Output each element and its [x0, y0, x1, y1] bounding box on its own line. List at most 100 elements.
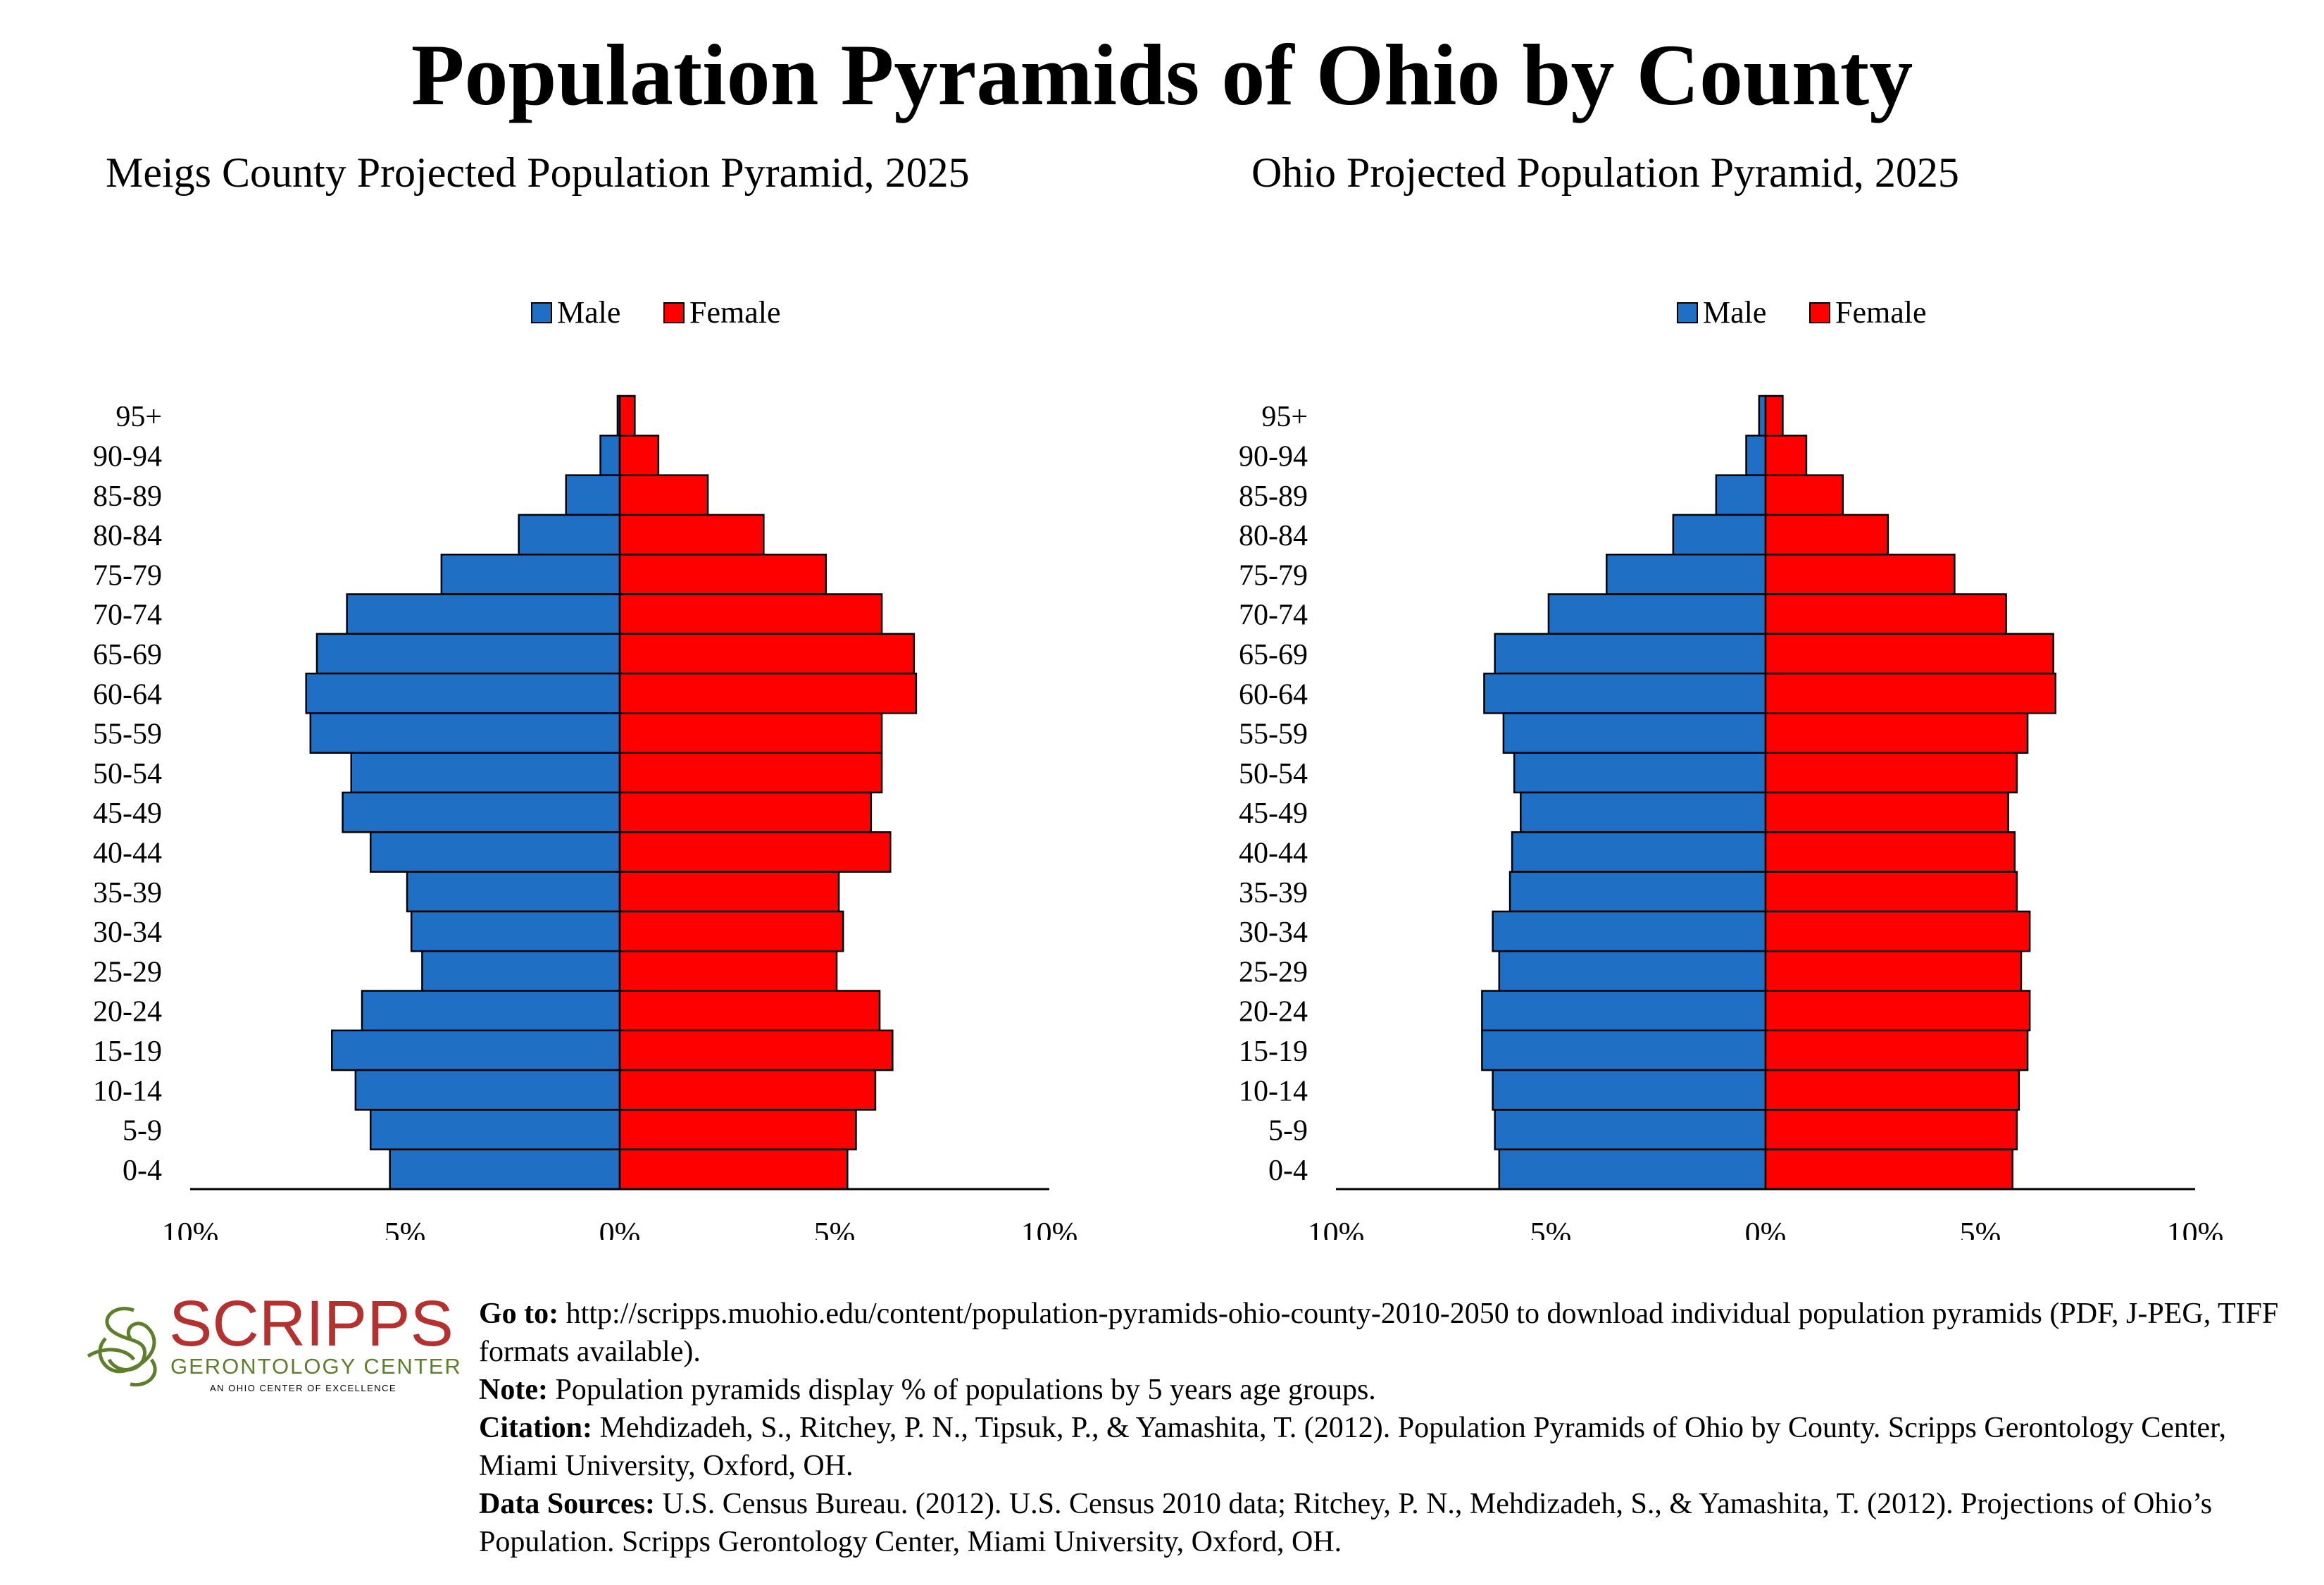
- goto-label: Go to:: [479, 1298, 559, 1330]
- meigs-category-label: 70-74: [93, 599, 162, 632]
- goto-link-text[interactable]: http://scripps.muohio.edu/content/popula…: [479, 1298, 2279, 1368]
- notes-block: Go to: http://scripps.muohio.edu/content…: [479, 1295, 2310, 1561]
- scripps-swirl-icon: [87, 1307, 157, 1387]
- ohio-bar-female-45-49: [1764, 791, 2009, 833]
- meigs-category-label: 5-9: [123, 1115, 162, 1148]
- ohio-category-label: 5-9: [1268, 1115, 1308, 1148]
- meigs-bar-female-15-19: [618, 1029, 894, 1071]
- meigs-legend-label-female: Female: [689, 295, 781, 330]
- meigs-bar-male-70-74: [346, 593, 621, 635]
- logo-subtitle: GERONTOLOGY CENTER: [170, 1354, 462, 1379]
- ohio-category-label: 15-19: [1239, 1036, 1308, 1068]
- scripps-logo: SCRIPPS GERONTOLOGY CENTER AN OHIO CENTE…: [87, 1289, 462, 1393]
- logo-name: SCRIPPS: [169, 1289, 454, 1360]
- meigs-bar-male-65-69: [316, 633, 621, 675]
- meigs-bar-female-35-39: [618, 871, 840, 913]
- ohio-category-label: 90-94: [1239, 440, 1308, 473]
- ohio-bar-male-70-74: [1547, 593, 1767, 635]
- ohio-bar-female-15-19: [1764, 1029, 2029, 1071]
- ohio-bar-male-85-89: [1715, 474, 1767, 516]
- meigs-bar-male-15-19: [331, 1029, 621, 1071]
- ohio-bar-male-10-14: [1492, 1069, 1767, 1111]
- ohio-bar-female-50-54: [1764, 752, 2018, 794]
- ohio-bar-female-85-89: [1764, 474, 1844, 516]
- ohio-bar-female-95+: [1764, 394, 1784, 437]
- meigs-category-label: 10-14: [93, 1075, 162, 1107]
- ohio-category-label: 65-69: [1239, 639, 1308, 671]
- meigs-bar-male-85-89: [565, 474, 621, 516]
- meigs-category-label: 95+: [115, 401, 162, 433]
- citation-label: Citation:: [479, 1412, 592, 1444]
- ohio-legend-label-female: Female: [1835, 295, 1927, 330]
- ohio-bar-female-90-94: [1764, 435, 1808, 476]
- ohio-bar-female-75-79: [1764, 553, 1956, 595]
- ohio-bar-male-35-39: [1508, 871, 1767, 913]
- ohio-bar-male-50-54: [1513, 752, 1767, 794]
- ohio-bar-male-40-44: [1511, 831, 1767, 873]
- meigs-category-label: 80-84: [93, 520, 162, 552]
- meigs-x-tick-label: 0%: [599, 1216, 641, 1240]
- ohio-category-label: 95+: [1261, 401, 1308, 433]
- ohio-bar-female-25-29: [1764, 950, 2023, 992]
- ohio-legend-label-male: Male: [1703, 295, 1766, 330]
- ohio-bar-male-60-64: [1483, 672, 1767, 714]
- meigs-bar-female-45-49: [618, 791, 873, 833]
- ohio-bar-female-55-59: [1764, 712, 2029, 754]
- meigs-bar-female-95+: [618, 394, 636, 437]
- ohio-bar-female-70-74: [1764, 593, 2007, 635]
- ohio-category-label: 35-39: [1239, 877, 1308, 909]
- meigs-bar-female-10-14: [618, 1069, 877, 1111]
- ohio-category-label: 40-44: [1239, 837, 1308, 869]
- ohio-category-label: 25-29: [1239, 956, 1308, 988]
- meigs-bar-female-75-79: [618, 553, 827, 595]
- ohio-bar-female-20-24: [1764, 990, 2031, 1032]
- ohio-x-tick-label: 5%: [1960, 1216, 2001, 1240]
- logo-tagline: AN OHIO CENTER OF EXCELLENCE: [210, 1383, 396, 1393]
- meigs-bar-male-45-49: [342, 791, 621, 833]
- ohio-bar-female-60-64: [1764, 672, 2056, 714]
- ohio-category-label: 50-54: [1239, 758, 1308, 790]
- ohio-bar-male-95+: [1758, 394, 1767, 437]
- ohio-bar-female-30-34: [1764, 910, 2031, 952]
- ohio-x-tick-label: 10%: [2167, 1216, 2224, 1240]
- meigs-bar-female-55-59: [618, 712, 883, 754]
- meigs-category-label: 85-89: [93, 480, 162, 513]
- sources-text: U.S. Census Bureau. (2012). U.S. Census …: [479, 1488, 2213, 1558]
- meigs-bar-female-50-54: [618, 752, 883, 794]
- meigs-bar-male-55-59: [309, 712, 621, 754]
- sources-label: Data Sources:: [479, 1488, 656, 1520]
- meigs-category-label: 35-39: [93, 877, 162, 909]
- meigs-category-label: 75-79: [93, 559, 162, 592]
- ohio-bar-male-55-59: [1502, 712, 1767, 754]
- ohio-category-label: 30-34: [1239, 916, 1308, 949]
- meigs-bar-female-20-24: [618, 990, 881, 1032]
- meigs-category-label: 55-59: [93, 719, 162, 751]
- meigs-category-label: 15-19: [93, 1036, 162, 1068]
- ohio-bar-female-40-44: [1764, 831, 2016, 873]
- ohio-category-label: 60-64: [1239, 678, 1308, 711]
- meigs-legend-label-male: Male: [557, 295, 620, 330]
- ohio-bar-female-0-4: [1764, 1148, 2013, 1191]
- ohio-category-label: 85-89: [1239, 480, 1308, 513]
- meigs-category-label: 30-34: [93, 916, 162, 949]
- meigs-bar-male-35-39: [406, 871, 621, 913]
- meigs-bar-male-0-4: [389, 1148, 621, 1191]
- ohio-chart-title: Ohio Projected Population Pyramid, 2025: [1251, 149, 1959, 196]
- meigs-bar-female-80-84: [618, 514, 765, 556]
- meigs-category-label: 65-69: [93, 639, 162, 671]
- ohio-bar-male-90-94: [1745, 435, 1767, 476]
- meigs-category-label: 25-29: [93, 956, 162, 988]
- meigs-x-tick-label: 5%: [814, 1216, 856, 1240]
- meigs-bar-female-65-69: [618, 633, 916, 675]
- meigs-bar-male-30-34: [410, 910, 621, 952]
- meigs-bar-male-20-24: [361, 990, 621, 1032]
- meigs-category-label: 90-94: [93, 440, 162, 473]
- meigs-x-tick-label: 5%: [385, 1216, 426, 1240]
- meigs-bar-female-25-29: [618, 950, 838, 992]
- note-text: Population pyramids display % of populat…: [547, 1374, 1376, 1406]
- ohio-bar-male-25-29: [1498, 950, 1767, 992]
- ohio-bar-female-80-84: [1764, 514, 1889, 556]
- meigs-category-label: 60-64: [93, 678, 162, 711]
- ohio-bar-male-0-4: [1498, 1148, 1767, 1191]
- ohio-category-label: 45-49: [1239, 797, 1308, 830]
